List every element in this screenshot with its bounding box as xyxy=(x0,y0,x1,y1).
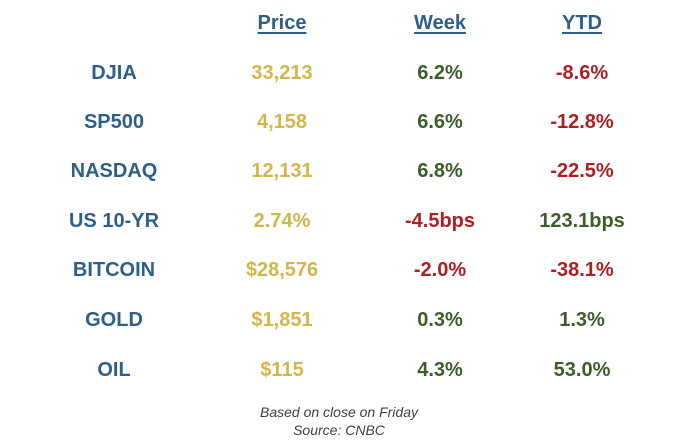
price-value: $115 xyxy=(260,359,304,381)
ytd-change: 1.3% xyxy=(559,309,605,331)
price-value: $28,576 xyxy=(245,259,319,281)
ytd-change: 123.1bps xyxy=(539,210,625,232)
ytd-change: -8.6% xyxy=(555,62,609,84)
header-ytd: YTD xyxy=(562,12,602,34)
ticker-label: NASDAQ xyxy=(70,160,158,182)
week-change: 6.2% xyxy=(417,62,463,84)
week-change: 6.8% xyxy=(417,160,463,182)
week-change: -4.5bps xyxy=(404,210,476,232)
ytd-change: -12.8% xyxy=(550,111,614,133)
price-value: 12,131 xyxy=(251,160,313,182)
price-value: 33,213 xyxy=(251,62,313,84)
price-value: 4,158 xyxy=(256,111,308,133)
ticker-label: GOLD xyxy=(85,309,143,331)
ytd-change: -38.1% xyxy=(550,259,614,281)
ticker-label: BITCOIN xyxy=(72,259,156,281)
ticker-label: US 10-YR xyxy=(68,210,160,232)
ytd-change: -22.5% xyxy=(550,160,614,182)
header-price: Price xyxy=(257,12,307,34)
week-change: -2.0% xyxy=(413,259,467,281)
price-value: $1,851 xyxy=(251,309,313,331)
week-change: 6.6% xyxy=(417,111,463,133)
footer-note: Based on close on Friday xyxy=(260,404,418,420)
ytd-change: 53.0% xyxy=(553,359,611,381)
header-week: Week xyxy=(414,12,466,34)
ticker-label: OIL xyxy=(97,359,131,381)
week-change: 4.3% xyxy=(417,359,463,381)
price-value: 2.74% xyxy=(253,210,311,232)
week-change: 0.3% xyxy=(417,309,463,331)
ticker-label: SP500 xyxy=(83,111,145,133)
footer-source: Source: CNBC xyxy=(293,422,385,438)
ticker-label: DJIA xyxy=(91,62,137,84)
